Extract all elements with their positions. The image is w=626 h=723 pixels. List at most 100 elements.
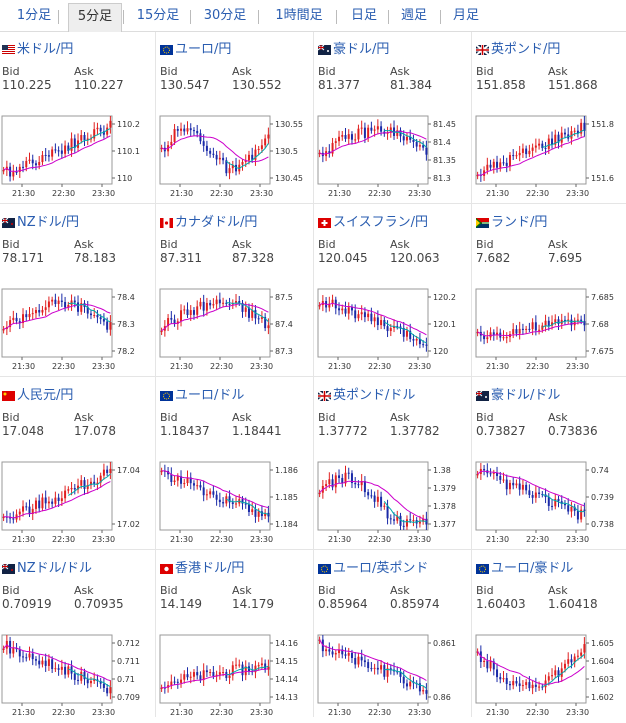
nz-flag-icon <box>2 215 17 230</box>
pair-cell[interactable]: 米ドル/円 Bid Ask 110.225 110.227 110.2 110.1 110 21… <box>0 32 156 204</box>
moving-average-short <box>384 321 427 344</box>
pair-title-link[interactable]: 豪ドル/円 <box>318 38 389 57</box>
pair-title-link[interactable]: スイスフラン/円 <box>318 211 428 230</box>
candle-body <box>199 675 202 680</box>
pair-title-link[interactable]: 英ポンド/円 <box>476 38 560 57</box>
pair-cell[interactable]: ユーロ/円 Bid Ask 130.547 130.552 130.55 130.5 130.… <box>158 32 314 204</box>
price-chart[interactable]: 1.38 1.379 1.378 1.377 21:30 22:30 23:30 <box>316 460 466 548</box>
y-tick-label: 1.604 <box>591 657 614 666</box>
candle-body <box>393 326 396 329</box>
tab-5[interactable]: 日足 <box>350 8 377 23</box>
pair-cell[interactable]: NZドル/円 Bid Ask 78.171 78.183 78.4 78.3 78.2 21:3… <box>0 205 156 377</box>
candle-body <box>409 681 412 687</box>
pair-cell[interactable]: ユーロ/ドル Bid Ask 1.18437 1.18441 1.186 1.185 1.18… <box>158 378 314 550</box>
pair-cell[interactable]: ユーロ/豪ドル Bid Ask 1.60403 1.60418 1.605 1.604 1.6… <box>474 551 626 723</box>
x-tick-label: 22:30 <box>526 189 549 198</box>
pair-title-link[interactable]: ユーロ/ドル <box>160 384 244 403</box>
pair-cell[interactable]: 豪ドル/ドル Bid Ask 0.73827 0.73836 0.74 0.739 0.738… <box>474 378 626 550</box>
y-tick-label: 14.16 <box>275 639 298 648</box>
pair-cell[interactable]: 英ポンド/ドル Bid Ask 1.37772 1.37782 1.38 1.379 1.37… <box>316 378 472 550</box>
bid-value: 0.73827 <box>476 424 526 438</box>
price-chart[interactable]: 0.712 0.711 0.71 0.709 21:30 22:30 23:30 <box>0 633 150 721</box>
pair-cell[interactable]: ランド/円 Bid Ask 7.682 7.695 7.685 7.68 7.675 21:30… <box>474 205 626 377</box>
pair-cell[interactable]: NZドル/ドル Bid Ask 0.70919 0.70935 0.712 0.711 0.7… <box>0 551 156 723</box>
candle-body <box>54 149 57 151</box>
bid-label: Bid <box>2 65 20 78</box>
price-chart[interactable]: 78.4 78.3 78.2 21:30 22:30 23:30 <box>0 287 150 375</box>
price-chart[interactable]: 110.2 110.1 110 21:30 22:30 23:30 <box>0 114 150 202</box>
ch-flag-icon <box>318 215 333 230</box>
candle-body <box>547 320 550 326</box>
price-chart[interactable]: 0.861 0.86 21:30 22:30 23:30 <box>316 633 466 721</box>
price-chart[interactable]: 130.55 130.5 130.45 21:30 22:30 23:30 <box>158 114 308 202</box>
pair-name: ユーロ/ドル <box>175 388 245 403</box>
pair-title-link[interactable]: ユーロ/英ポンド <box>318 557 428 576</box>
price-chart[interactable]: 17.04 17.02 21:30 22:30 23:30 <box>0 460 150 548</box>
moving-average-long <box>477 651 585 685</box>
pair-title-link[interactable]: NZドル/円 <box>2 211 79 230</box>
price-chart[interactable]: 14.16 14.15 14.14 14.13 21:30 22:30 23:30 <box>158 633 308 721</box>
candle-body <box>231 502 234 504</box>
candle-body <box>344 308 347 314</box>
moving-average-long <box>161 470 269 509</box>
pair-title-link[interactable]: NZドル/ドル <box>2 557 92 576</box>
tab-1[interactable]: 5分足 <box>68 3 122 32</box>
price-chart[interactable]: 7.685 7.68 7.675 21:30 22:30 23:30 <box>474 287 624 375</box>
candle-body <box>205 145 208 151</box>
pair-cell[interactable]: 香港ドル/円 Bid Ask 14.149 14.179 14.16 14.15 14.14 1… <box>158 551 314 723</box>
candle-body <box>176 129 179 131</box>
x-tick-label: 23:30 <box>408 189 431 198</box>
price-chart[interactable]: 120.2 120.1 120 21:30 22:30 23:30 <box>316 287 466 375</box>
pair-title-link[interactable]: 豪ドル/ドル <box>476 384 560 403</box>
candle-body <box>534 492 537 498</box>
tab-2[interactable]: 15分足 <box>136 8 180 23</box>
pair-title-link[interactable]: ランド/円 <box>476 211 547 230</box>
candle-body <box>51 501 54 504</box>
pair-cell[interactable]: ユーロ/英ポンド Bid Ask 0.85964 0.85974 0.861 0.86 21:… <box>316 551 472 723</box>
candle-body <box>331 299 334 304</box>
candle-body <box>247 307 250 318</box>
pair-cell[interactable]: 英ポンド/円 Bid Ask 151.858 151.868 151.8 151.6 21:3… <box>474 32 626 204</box>
candle-body <box>51 659 54 670</box>
price-chart[interactable]: 0.74 0.739 0.738 21:30 22:30 23:30 <box>474 460 624 548</box>
pair-cell[interactable]: 豪ドル/円 Bid Ask 81.377 81.384 81.45 81.4 81.35 81.… <box>316 32 472 204</box>
tab-0[interactable]: 1分足 <box>16 8 52 23</box>
bid-value: 1.60403 <box>476 597 526 611</box>
pair-title-link[interactable]: ユーロ/豪ドル <box>476 557 573 576</box>
candle-body <box>22 314 25 324</box>
price-chart[interactable]: 87.5 87.4 87.3 21:30 22:30 23:30 <box>158 287 308 375</box>
candle-body <box>402 676 405 684</box>
pair-cell[interactable]: 人民元/円 Bid Ask 17.048 17.078 17.04 17.02 21:30 22… <box>0 378 156 550</box>
tab-4[interactable]: 1時間足 <box>275 8 323 23</box>
tab-6[interactable]: 週足 <box>400 8 427 23</box>
price-chart[interactable]: 151.8 151.6 21:30 22:30 23:30 <box>474 114 624 202</box>
candle-body <box>199 133 202 142</box>
candle-body <box>405 136 408 141</box>
moving-average-long <box>3 481 111 519</box>
candle-body <box>531 322 534 330</box>
price-chart[interactable]: 81.45 81.4 81.35 81.3 21:30 22:30 23:30 <box>316 114 466 202</box>
price-chart[interactable]: 1.186 1.185 1.184 21:30 22:30 23:30 <box>158 460 308 548</box>
pair-title-link[interactable]: 香港ドル/円 <box>160 557 244 576</box>
pair-cell[interactable]: カナダドル/円 Bid Ask 87.311 87.328 87.5 87.4 87.3 21:… <box>158 205 314 377</box>
pair-title-link[interactable]: 英ポンド/ドル <box>318 384 415 403</box>
pair-cell[interactable]: スイスフラン/円 Bid Ask 120.045 120.063 120.2 120.1 12… <box>316 205 472 377</box>
candle-body <box>583 122 586 131</box>
pair-title-link[interactable]: カナダドル/円 <box>160 211 257 230</box>
price-chart[interactable]: 1.605 1.604 1.603 1.602 21:30 22:30 23:30 <box>474 633 624 721</box>
ask-value: 151.868 <box>548 78 598 92</box>
pair-title-link[interactable]: 人民元/円 <box>2 384 73 403</box>
candle-body <box>254 149 257 160</box>
bid-value: 1.18437 <box>160 424 210 438</box>
tab-3[interactable]: 30分足 <box>203 8 247 23</box>
moving-average-long <box>319 480 427 521</box>
y-tick-label: 1.184 <box>275 520 298 529</box>
x-tick-label: 23:30 <box>250 708 273 717</box>
pair-title-link[interactable]: 米ドル/円 <box>2 38 73 57</box>
candle-body <box>44 307 47 310</box>
tab-7[interactable]: 月足 <box>452 8 479 23</box>
chart-frame <box>475 115 587 185</box>
candle-body <box>176 681 179 683</box>
candle-body <box>9 320 12 328</box>
pair-title-link[interactable]: ユーロ/円 <box>160 38 231 57</box>
